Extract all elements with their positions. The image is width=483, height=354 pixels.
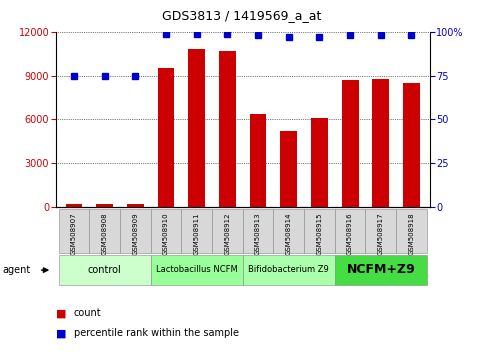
Text: GSM508909: GSM508909 (132, 212, 138, 255)
Text: control: control (88, 265, 122, 275)
Text: GSM508913: GSM508913 (255, 212, 261, 255)
Bar (66, 204, 83, 207)
Bar (273, 209, 304, 253)
Text: GSM508917: GSM508917 (378, 212, 384, 255)
Bar (181, 209, 212, 253)
Text: GSM508910: GSM508910 (163, 212, 169, 255)
Text: GSM508915: GSM508915 (316, 212, 323, 255)
Text: GSM508916: GSM508916 (347, 212, 353, 255)
Bar (58, 255, 151, 285)
Bar (335, 209, 366, 253)
Bar (243, 209, 273, 253)
Text: Bifidobacterium Z9: Bifidobacterium Z9 (248, 266, 329, 274)
Bar (280, 131, 297, 207)
Bar (304, 209, 335, 253)
Bar (341, 80, 358, 207)
Bar (372, 79, 389, 207)
Text: Lactobacillus NCFM: Lactobacillus NCFM (156, 266, 238, 274)
Text: GSM508911: GSM508911 (194, 212, 199, 255)
Text: GDS3813 / 1419569_a_at: GDS3813 / 1419569_a_at (162, 9, 321, 22)
Text: agent: agent (2, 265, 30, 275)
Text: GSM508914: GSM508914 (286, 212, 292, 255)
Text: GSM508912: GSM508912 (225, 212, 230, 255)
Bar (403, 83, 420, 207)
Bar (151, 209, 181, 253)
Bar (243, 255, 335, 285)
Text: NCFM+Z9: NCFM+Z9 (346, 263, 415, 276)
Bar (188, 50, 205, 207)
Bar (212, 209, 243, 253)
Bar (335, 255, 427, 285)
Bar (127, 204, 144, 207)
Bar (157, 68, 174, 207)
Bar (120, 209, 151, 253)
Bar (366, 209, 396, 253)
Bar (96, 205, 113, 207)
Bar (396, 209, 427, 253)
Text: GSM508908: GSM508908 (101, 212, 108, 255)
Bar (311, 118, 328, 207)
Bar (58, 209, 89, 253)
Text: ■: ■ (56, 329, 66, 338)
Bar (89, 209, 120, 253)
Bar (219, 51, 236, 207)
Text: ■: ■ (56, 308, 66, 318)
Text: GSM508918: GSM508918 (409, 212, 414, 255)
Text: percentile rank within the sample: percentile rank within the sample (74, 329, 239, 338)
Bar (151, 255, 243, 285)
Text: count: count (74, 308, 101, 318)
Text: GSM508907: GSM508907 (71, 212, 77, 255)
Bar (250, 114, 267, 207)
